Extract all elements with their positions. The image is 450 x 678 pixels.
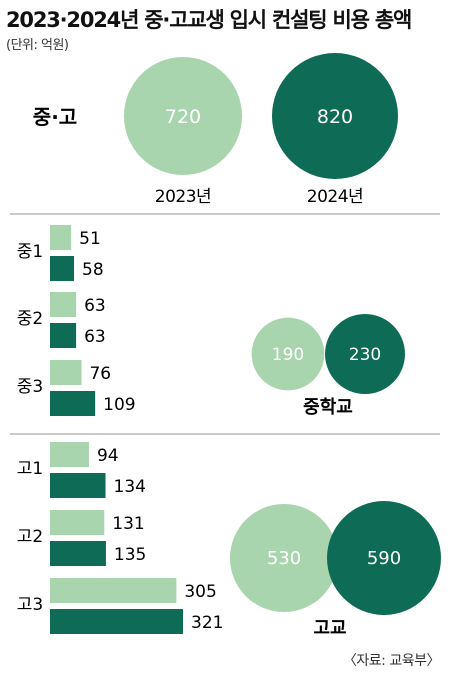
row-label: 중3 <box>17 377 43 397</box>
section-total-bubble <box>251 317 325 391</box>
bar-2024년-중2 <box>50 323 77 348</box>
bar-2024년-중3 <box>50 391 96 416</box>
year-label: 2024년 <box>307 187 363 207</box>
bar-value-label: 58 <box>82 260 104 280</box>
bubble-value-label: 720 <box>165 106 201 128</box>
bar-2023년-고3 <box>50 578 177 603</box>
section-total-bubble <box>327 501 441 615</box>
bar-value-label: 63 <box>84 296 106 316</box>
row-label: 중1 <box>17 242 43 262</box>
bar-value-label: 131 <box>112 514 144 534</box>
bar-2023년-중2 <box>50 292 77 317</box>
bubble-value-label: 590 <box>367 548 401 569</box>
row-label: 고2 <box>17 527 43 547</box>
bar-2024년-고2 <box>50 541 106 566</box>
chart-title: 2023·2024년 중·고교생 입시 컨설팅 비용 총액 <box>6 8 412 32</box>
section-total-label: 중학교 <box>303 396 353 418</box>
bar-2024년-중1 <box>50 256 75 281</box>
bar-2024년-고3 <box>50 609 183 634</box>
total-bubble-2023년 <box>123 56 243 176</box>
bubble-value-label: 190 <box>272 345 304 365</box>
bubble-value-label: 530 <box>267 548 301 569</box>
bar-value-label: 94 <box>97 446 119 466</box>
bar-2024년-고1 <box>50 473 106 498</box>
section-total-bubble <box>325 314 405 394</box>
bubble-value-label: 820 <box>317 106 353 128</box>
section-total-label: 고교 <box>313 618 346 639</box>
row-label: 중2 <box>17 309 43 329</box>
bar-2023년-중3 <box>50 360 82 385</box>
bar-value-label: 76 <box>89 364 111 384</box>
bar-2023년-중1 <box>50 225 72 250</box>
bubble-value-label: 230 <box>349 345 381 365</box>
bar-value-label: 51 <box>79 229 101 249</box>
row-label: 고1 <box>17 459 43 479</box>
unit-label: (단위: 억원) <box>6 38 69 53</box>
category-label-middle-high: 중·고 <box>33 105 77 129</box>
bar-value-label: 134 <box>114 477 146 497</box>
bar-2023년-고2 <box>50 510 105 535</box>
section-total-bubble <box>229 503 339 613</box>
total-bubble-2024년 <box>272 53 398 179</box>
bar-value-label: 109 <box>103 395 135 415</box>
bar-2023년-고1 <box>50 442 89 467</box>
source-note: 〈자료: 교육부〉 <box>342 653 441 669</box>
bar-value-label: 135 <box>114 545 146 565</box>
bar-value-label: 63 <box>84 327 106 347</box>
year-label: 2023년 <box>155 187 211 207</box>
bar-value-label: 305 <box>184 582 216 602</box>
bar-value-label: 321 <box>191 613 223 633</box>
row-label: 고3 <box>17 595 43 615</box>
